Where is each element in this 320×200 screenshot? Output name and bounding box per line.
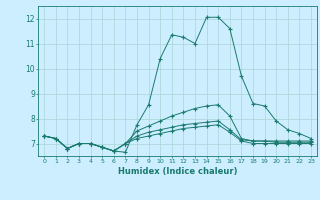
- X-axis label: Humidex (Indice chaleur): Humidex (Indice chaleur): [118, 167, 237, 176]
